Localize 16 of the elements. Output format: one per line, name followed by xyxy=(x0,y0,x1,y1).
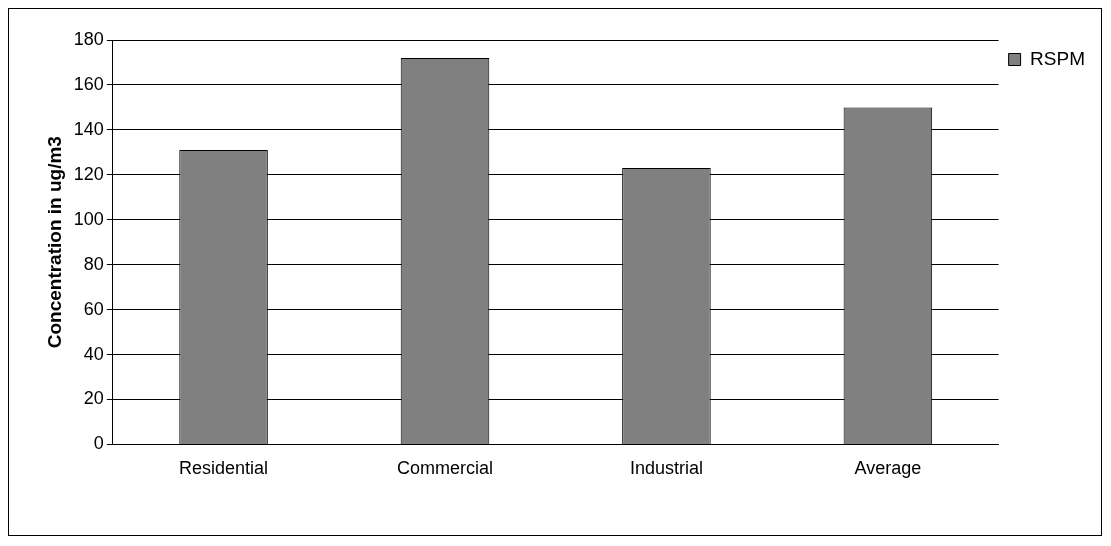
y-tick-label: 180 xyxy=(73,28,104,49)
y-tick-label: 140 xyxy=(73,118,104,139)
y-axis-title: Concentration in ug/m3 xyxy=(43,136,65,349)
y-tick-label: 120 xyxy=(73,163,104,184)
y-tick-label: 80 xyxy=(83,253,104,274)
y-tick-label: 160 xyxy=(73,73,104,94)
y-tick-label: 60 xyxy=(83,298,104,319)
x-tick-label: Commercial xyxy=(396,458,494,479)
x-tick-label: Residential xyxy=(179,458,269,479)
y-tick-label: 20 xyxy=(83,388,104,409)
x-tick-label: Industrial xyxy=(629,458,703,479)
x-tick-label: Average xyxy=(854,458,922,479)
y-tick-label: 100 xyxy=(73,208,104,229)
y-tick-label: 40 xyxy=(83,343,104,364)
legend-label: RSPM xyxy=(1030,47,1086,69)
y-tick-label: 0 xyxy=(93,433,104,454)
